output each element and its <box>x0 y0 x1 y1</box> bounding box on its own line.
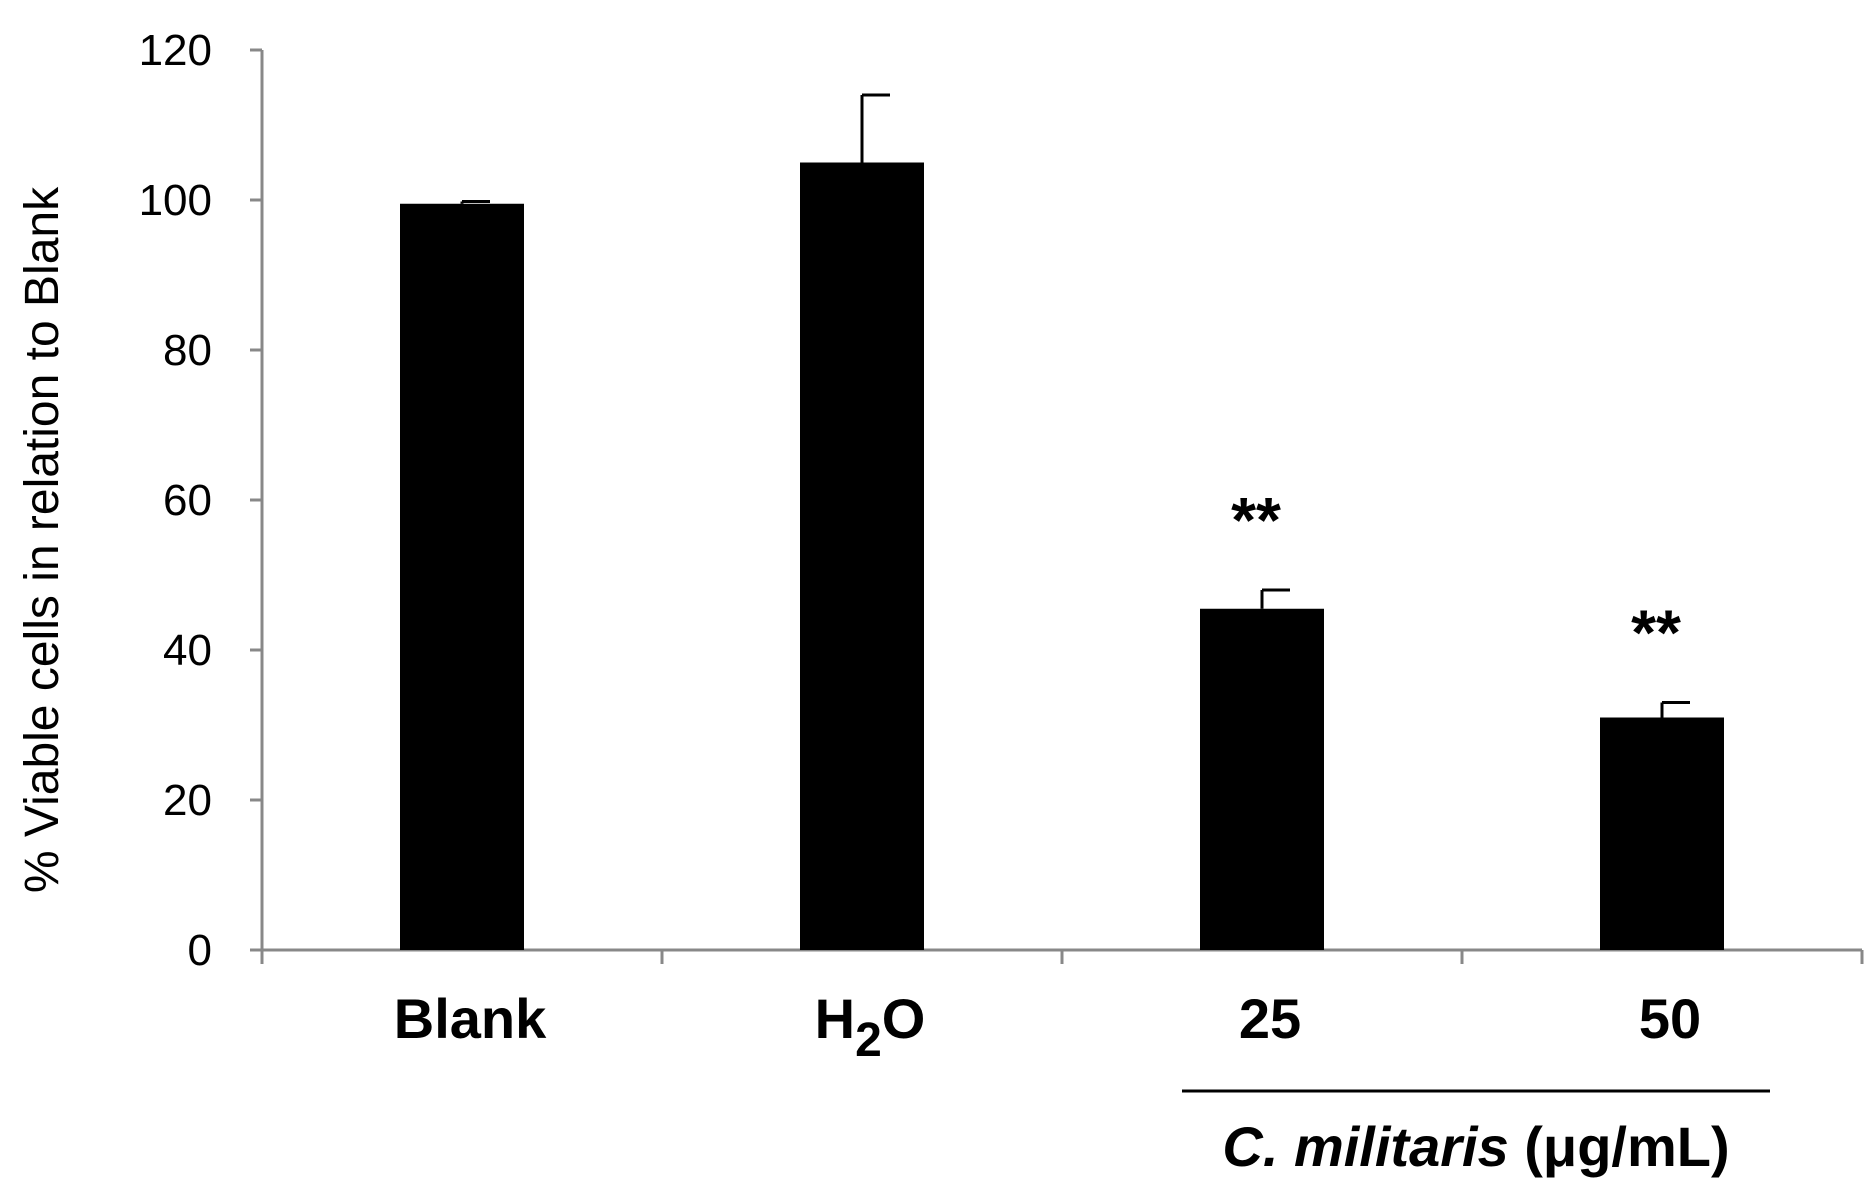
bar <box>1600 717 1724 950</box>
bar <box>1200 608 1324 950</box>
y-tick-label: 40 <box>163 626 212 675</box>
y-tick-label: 100 <box>139 176 212 225</box>
x-tick-label: 50 <box>1639 987 1701 1050</box>
bar <box>800 162 924 950</box>
bars <box>400 93 1724 950</box>
bar <box>400 203 524 950</box>
y-tick-label: 80 <box>163 326 212 375</box>
significance-annotation: ** <box>1631 597 1681 669</box>
x-tick-label: Blank <box>394 987 547 1050</box>
y-axis-label: % Viable cells in relation to Blank <box>16 186 69 893</box>
y-tick-label: 20 <box>163 776 212 825</box>
x-tick-label: H2O <box>815 987 926 1067</box>
x-tick-label: 25 <box>1239 987 1301 1050</box>
y-tick-label: 0 <box>188 926 212 975</box>
y-tick-label: 60 <box>163 476 212 525</box>
significance-annotation: ** <box>1231 484 1281 556</box>
group-label: C. militaris (μg/mL) <box>1222 1115 1729 1178</box>
y-tick-label: 120 <box>139 26 212 75</box>
labels: % Viable cells in relation to Blank Blank… <box>16 186 1770 1178</box>
axes: 0 20 40 60 80 100 120 <box>139 26 1864 975</box>
